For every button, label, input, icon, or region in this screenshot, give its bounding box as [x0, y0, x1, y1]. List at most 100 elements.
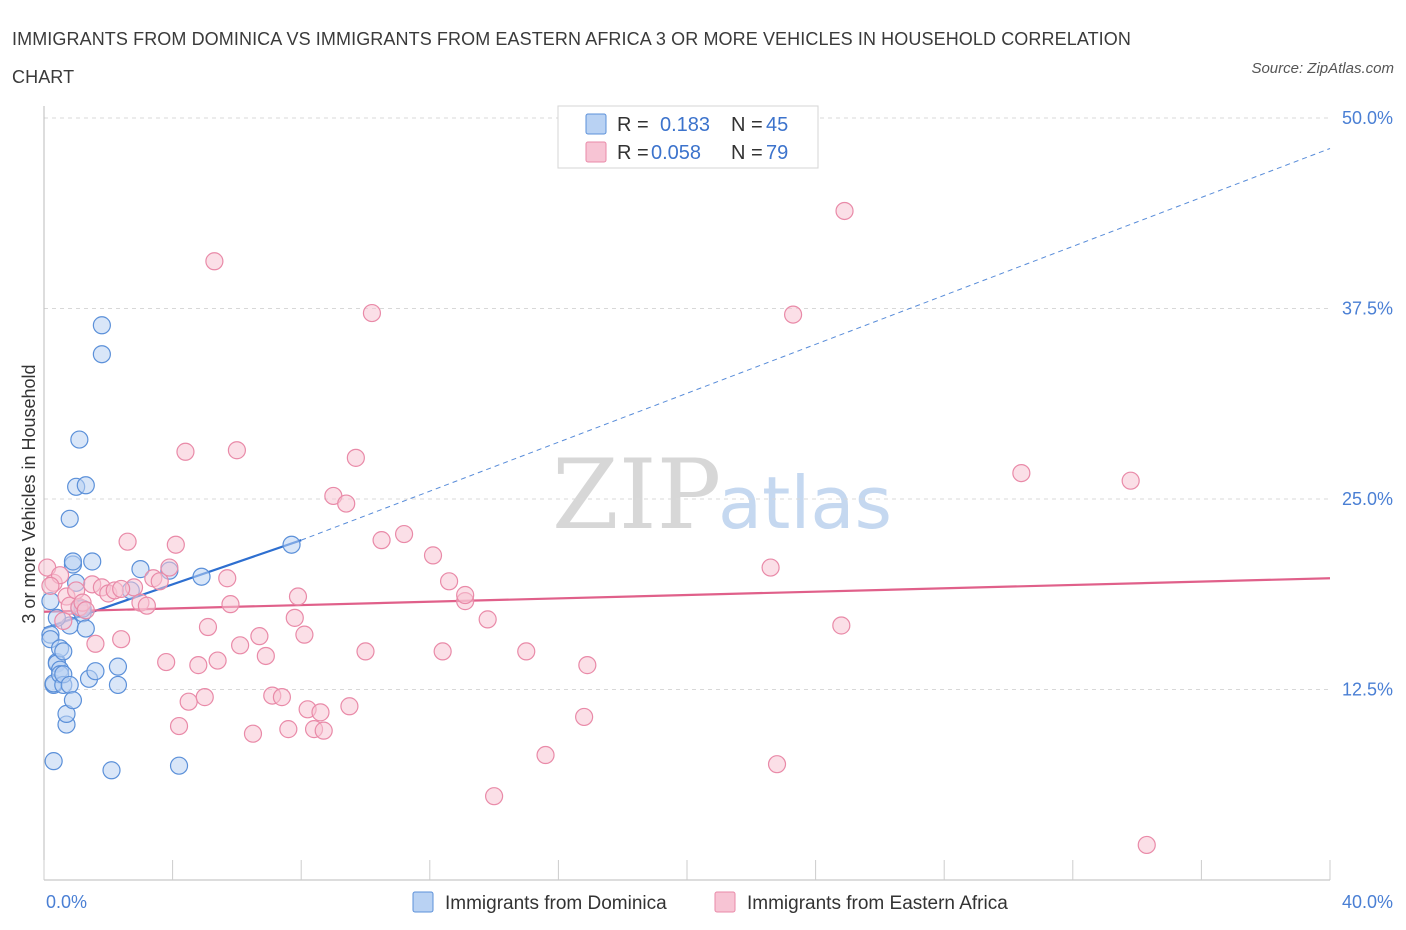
point-eastern-africa-27 — [189, 656, 208, 675]
point-eastern-africa-34 — [231, 636, 250, 655]
point-eastern-africa-47 — [311, 703, 330, 722]
point-dominica-21 — [63, 552, 83, 571]
point-eastern-africa-43 — [288, 587, 308, 606]
point-eastern-africa-66 — [575, 707, 594, 727]
data-points — [38, 201, 1156, 855]
point-dominica-5 — [44, 752, 63, 771]
legend: R = 0.183 N = 45 R = 0.058 N = 79 — [557, 105, 819, 169]
legend-r-value-eastern-africa: 0.058 — [651, 142, 701, 164]
point-dominica-16 — [60, 509, 79, 528]
point-eastern-africa-22 — [160, 558, 179, 577]
point-dominica-28 — [76, 619, 95, 638]
point-dominica-41 — [192, 567, 211, 586]
legend-r-label-dominica: R = — [617, 114, 649, 136]
point-dominica-42 — [282, 535, 301, 554]
point-eastern-africa-29 — [198, 617, 218, 637]
point-eastern-africa-42 — [285, 608, 304, 627]
point-eastern-africa-77 — [112, 579, 131, 599]
point-dominica-18 — [60, 675, 79, 695]
point-dominica-2 — [41, 592, 60, 611]
point-dominica-31 — [86, 662, 105, 681]
y-tick-label-2: 37.5% — [1342, 299, 1393, 319]
point-eastern-africa-56 — [394, 524, 414, 544]
point-eastern-africa-69 — [767, 755, 787, 774]
bottom-legend-label-dominica: Immigrants from Dominica — [445, 893, 667, 914]
point-eastern-africa-64 — [517, 642, 536, 661]
point-eastern-africa-37 — [250, 627, 269, 646]
point-eastern-africa-15 — [118, 532, 137, 551]
point-eastern-africa-24 — [169, 716, 189, 736]
point-eastern-africa-78 — [41, 576, 60, 595]
point-eastern-africa-48 — [314, 721, 333, 740]
point-eastern-africa-31 — [208, 651, 227, 670]
point-eastern-africa-75 — [1137, 835, 1156, 855]
watermark-zip: ZIP — [552, 439, 721, 551]
point-eastern-africa-52 — [346, 448, 365, 467]
point-eastern-africa-23 — [166, 535, 185, 554]
point-eastern-africa-25 — [176, 442, 195, 461]
y-tick-label-0: 12.5% — [1342, 680, 1393, 700]
x-tick-label-min: 0.0% — [46, 892, 87, 912]
point-eastern-africa-28 — [195, 688, 214, 707]
bottom-legend-swatch-dominica — [412, 891, 434, 913]
point-eastern-africa-38 — [256, 646, 275, 666]
point-eastern-africa-10 — [86, 634, 105, 653]
point-eastern-africa-63 — [485, 787, 504, 806]
point-eastern-africa-55 — [372, 531, 391, 550]
point-eastern-africa-74 — [1121, 471, 1140, 490]
legend-swatch-dominica — [585, 113, 607, 135]
legend-n-label-dominica: N = — [731, 114, 763, 136]
point-dominica-33 — [92, 345, 111, 364]
point-eastern-africa-51 — [340, 697, 359, 716]
legend-r-value-dominica: 0.183 — [660, 114, 710, 136]
trend-line-dominica-extension — [301, 148, 1331, 541]
point-dominica-35 — [108, 675, 128, 695]
point-eastern-africa-36 — [243, 724, 263, 743]
point-dominica-34 — [102, 761, 121, 780]
point-eastern-africa-53 — [356, 642, 375, 661]
point-eastern-africa-72 — [835, 201, 854, 221]
point-eastern-africa-76 — [76, 601, 95, 620]
x-tick-label-max: 40.0% — [1342, 892, 1393, 912]
point-eastern-africa-54 — [362, 303, 382, 323]
point-eastern-africa-58 — [433, 642, 452, 661]
point-eastern-africa-65 — [536, 745, 555, 765]
legend-n-value-dominica: 45 — [766, 114, 788, 136]
point-eastern-africa-50 — [337, 494, 356, 513]
chart-title: IMMIGRANTS FROM DOMINICA VS IMMIGRANTS F… — [12, 29, 1131, 87]
point-dominica-32 — [92, 316, 111, 335]
point-eastern-africa-68 — [761, 558, 780, 577]
point-eastern-africa-73 — [1012, 463, 1031, 483]
point-dominica-13 — [54, 642, 73, 661]
watermark-atlas: atlas — [718, 461, 892, 545]
point-eastern-africa-57 — [423, 546, 443, 565]
point-eastern-africa-20 — [150, 572, 169, 591]
trend-lines — [43, 148, 1331, 630]
point-eastern-africa-33 — [221, 595, 240, 614]
point-dominica-36 — [108, 657, 128, 676]
point-eastern-africa-41 — [279, 720, 298, 739]
point-eastern-africa-35 — [227, 441, 246, 460]
point-eastern-africa-26 — [179, 692, 198, 711]
point-eastern-africa-44 — [295, 625, 314, 644]
point-eastern-africa-59 — [439, 572, 459, 591]
point-eastern-africa-3 — [54, 611, 73, 631]
legend-n-value-eastern-africa: 79 — [766, 142, 788, 164]
point-dominica-30 — [83, 552, 102, 571]
legend-n-label-eastern-africa: N = — [731, 142, 763, 164]
point-dominica-23 — [70, 430, 89, 449]
legend-swatch-eastern-africa — [585, 141, 607, 163]
point-eastern-africa-71 — [832, 616, 851, 635]
point-dominica-38 — [131, 560, 150, 579]
bottom-legend-label-eastern-africa: Immigrants from Eastern Africa — [747, 893, 1008, 914]
point-eastern-africa-30 — [205, 252, 224, 271]
point-eastern-africa-67 — [578, 656, 597, 675]
y-tick-label-1: 25.0% — [1342, 489, 1393, 509]
point-eastern-africa-32 — [218, 569, 237, 588]
point-dominica-19 — [63, 691, 83, 710]
axes — [43, 106, 1331, 881]
y-tick-label-3: 50.0% — [1342, 108, 1393, 128]
source-credit: Source: ZipAtlas.com — [1251, 60, 1394, 77]
tick-labels: 12.5% 25.0% 37.5% 50.0% 0.0% 40.0% — [46, 108, 1393, 912]
